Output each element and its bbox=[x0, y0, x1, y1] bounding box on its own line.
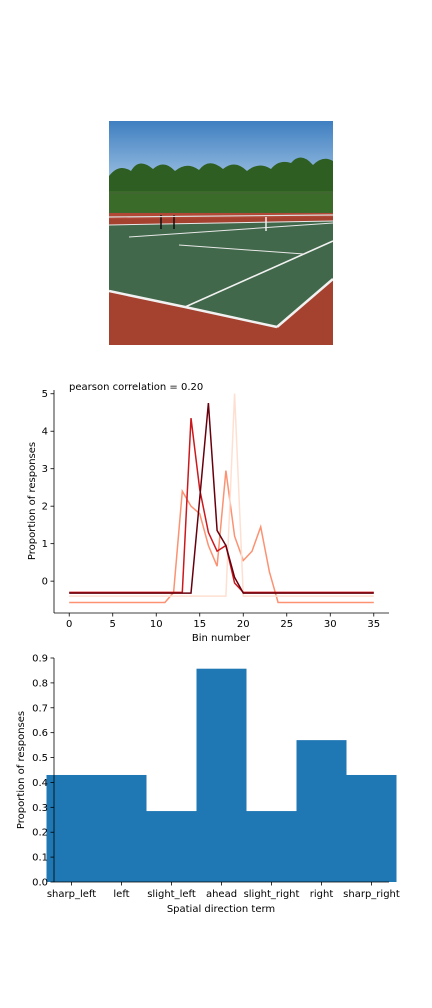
bar-chart-x-tick-label: sharp_right bbox=[343, 889, 400, 900]
bar-chart-y-tick-label: 0.2 bbox=[32, 828, 48, 839]
bar-chart-y-tick-label: 0.5 bbox=[32, 753, 48, 764]
bar-sharp_right bbox=[346, 774, 397, 882]
line-chart-x-tick-label: 35 bbox=[367, 619, 380, 630]
bar-chart-y-tick-label: 0.3 bbox=[32, 803, 48, 814]
bar-chart-x-label: Spatial direction term bbox=[167, 904, 275, 915]
bar-chart-x-tick-label: sharp_left bbox=[47, 889, 96, 900]
bar-right bbox=[296, 740, 347, 882]
bar-chart-y-tick-label: 0.4 bbox=[32, 778, 48, 789]
line-chart-panel: pearson correlation = 0.20 0 5 10 15 20 25 30 3… bbox=[27, 382, 389, 644]
line-chart-y-tick-label: 4 bbox=[42, 427, 48, 438]
bar-chart-y-tick-label: 0.0 bbox=[32, 878, 48, 889]
line-chart-y-label: Proportion of responses bbox=[27, 442, 38, 560]
line-chart-x-tick-label: 10 bbox=[150, 619, 163, 630]
line-chart-y-tick-label: 1 bbox=[42, 539, 48, 550]
bar-slight_left bbox=[146, 811, 197, 882]
bar-chart-y-tick-label: 0.1 bbox=[32, 853, 48, 864]
line-chart-y-tick-label: 5 bbox=[42, 389, 48, 400]
line-chart-x-label: Bin number bbox=[192, 633, 251, 644]
bar-chart-x-tick-label: slight_left bbox=[147, 889, 196, 900]
line-chart-x-tick-label: 30 bbox=[324, 619, 337, 630]
tennis-court-photo bbox=[109, 121, 333, 345]
line-series-4 bbox=[69, 403, 374, 594]
line-chart-x-tick-label: 25 bbox=[280, 619, 293, 630]
line-chart-y-tick-label: 0 bbox=[42, 577, 48, 588]
line-chart-title: pearson correlation = 0.20 bbox=[69, 382, 203, 393]
bar-sharp_left bbox=[46, 774, 97, 882]
bar-chart-x-tick-label: left bbox=[113, 889, 129, 900]
bar-chart-y-label: Proportion of responses bbox=[16, 711, 27, 829]
line-chart-y-tick-label: 2 bbox=[42, 502, 48, 513]
bar-chart-x-tick-label: ahead bbox=[206, 889, 237, 900]
bar-chart-y-tick-label: 0.6 bbox=[32, 728, 48, 739]
line-chart-x-tick-label: 15 bbox=[193, 619, 206, 630]
bar-chart-x-tick-label: slight_right bbox=[244, 889, 300, 900]
line-chart-x-tick-label: 0 bbox=[66, 619, 72, 630]
bar-chart-x-tick-label: right bbox=[310, 889, 334, 900]
line-chart-x-tick-label: 20 bbox=[237, 619, 250, 630]
line-series-3 bbox=[69, 418, 374, 594]
line-series-2 bbox=[69, 393, 374, 597]
bar-chart-y-tick-label: 0.7 bbox=[32, 703, 48, 714]
bar-chart-y-tick-label: 0.8 bbox=[32, 678, 48, 689]
bar-left bbox=[96, 774, 147, 882]
bar-slight_right bbox=[246, 811, 297, 882]
line-chart-y-tick-label: 3 bbox=[42, 464, 48, 475]
bar-chart-panel: sharp_left left slight_left ahead slight_rig… bbox=[16, 654, 400, 916]
line-chart-x-tick-label: 5 bbox=[110, 619, 116, 630]
line-series-1 bbox=[69, 470, 374, 604]
bar-ahead bbox=[196, 668, 247, 882]
bar-chart-y-tick-label: 0.9 bbox=[32, 654, 48, 665]
